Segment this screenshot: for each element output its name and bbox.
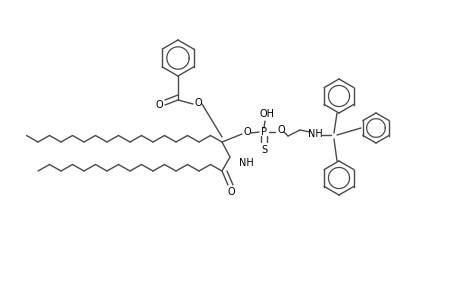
Text: O: O: [194, 98, 202, 108]
Text: NH: NH: [238, 158, 253, 168]
Text: O: O: [227, 187, 234, 197]
Text: S: S: [260, 145, 267, 155]
Text: OH: OH: [259, 109, 274, 119]
Text: NH: NH: [307, 129, 322, 139]
Text: O: O: [243, 127, 250, 137]
Text: P: P: [260, 127, 266, 137]
Text: O: O: [155, 100, 162, 110]
Text: O: O: [277, 125, 284, 135]
